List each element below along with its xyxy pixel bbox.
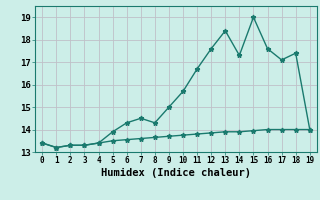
X-axis label: Humidex (Indice chaleur): Humidex (Indice chaleur)	[101, 168, 251, 178]
